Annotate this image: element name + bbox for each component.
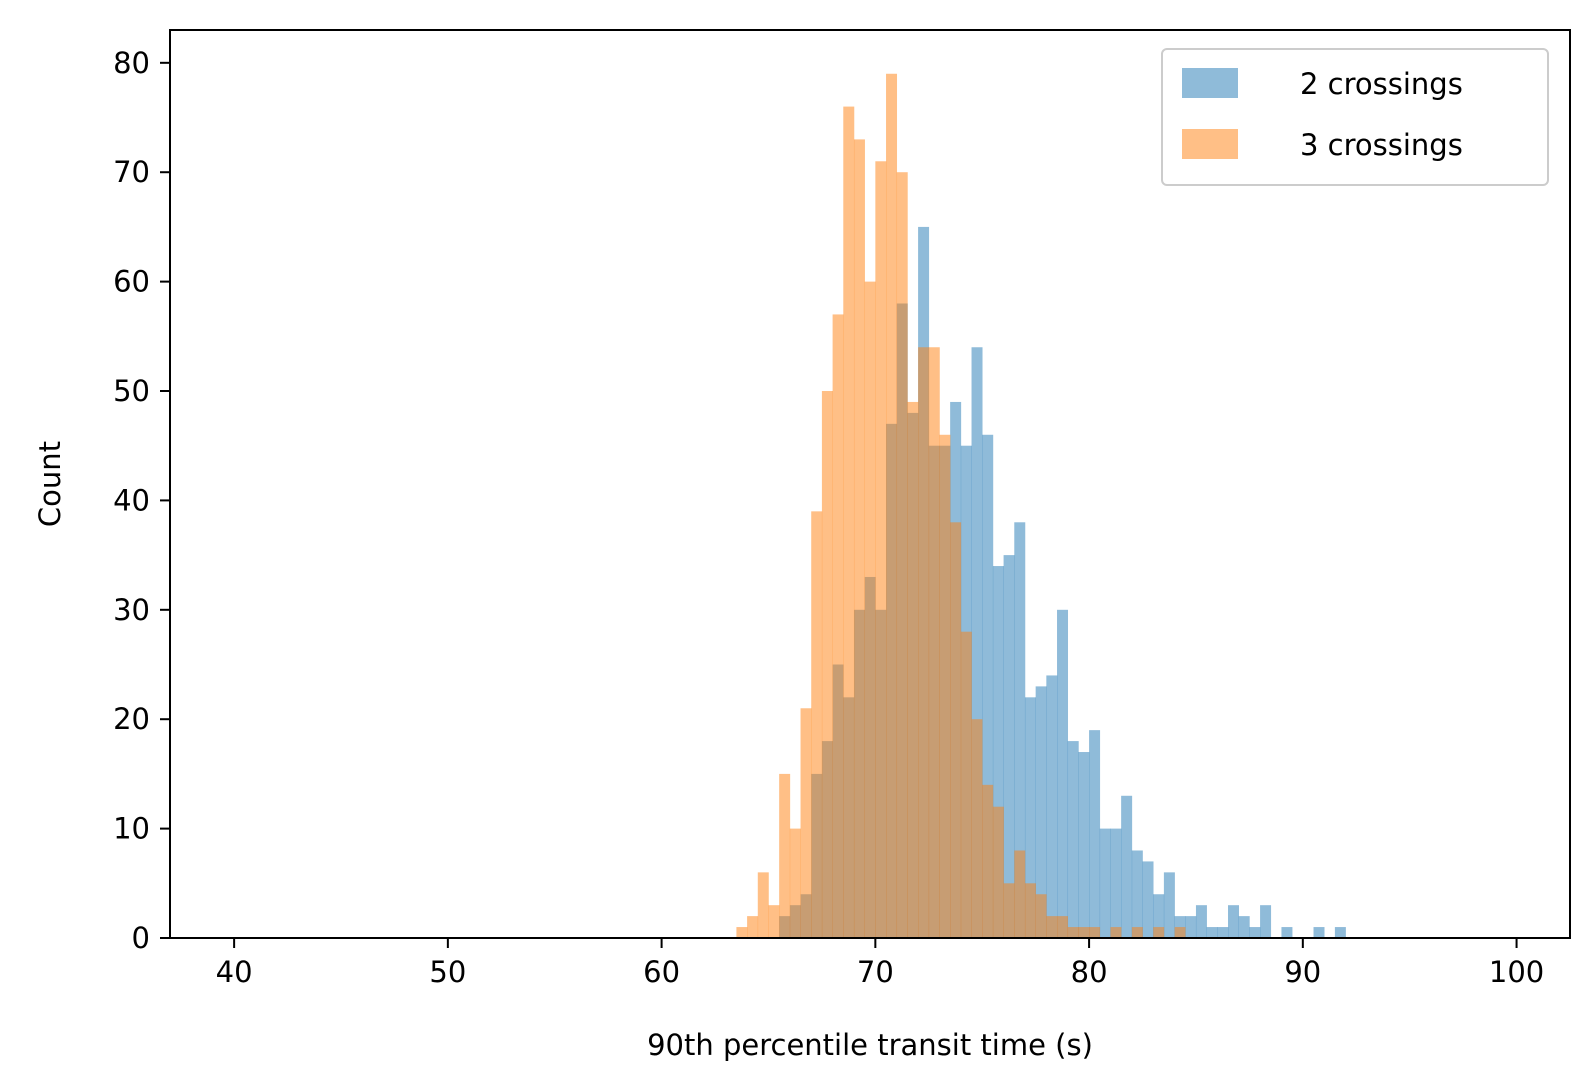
- histogram-bar: [1078, 752, 1090, 938]
- y-tick-label: 60: [113, 265, 150, 299]
- histogram-bar: [1046, 916, 1058, 938]
- histogram-bar: [875, 161, 887, 939]
- histogram-bar: [1249, 927, 1261, 938]
- histogram-bar: [971, 347, 983, 938]
- histogram-bar: [747, 916, 759, 938]
- histogram-bar: [1195, 905, 1207, 938]
- histogram-bar: [950, 522, 962, 938]
- histogram-bar: [1142, 861, 1154, 938]
- histogram-bar: [907, 401, 919, 939]
- histogram-bar: [896, 172, 908, 939]
- histogram-bar: [1003, 555, 1015, 938]
- histogram-bar: [1067, 741, 1079, 938]
- histogram-bar: [1046, 675, 1058, 938]
- histogram-bar: [1153, 894, 1165, 938]
- y-tick-label: 70: [113, 155, 150, 189]
- histogram-bar: [768, 905, 780, 938]
- histogram-bar: [1014, 522, 1026, 938]
- histogram-bar: [1110, 927, 1122, 938]
- histogram-bar: [1089, 927, 1101, 938]
- histogram-bar: [1281, 927, 1293, 938]
- histogram-bar: [982, 784, 994, 938]
- histogram-bar: [821, 391, 833, 938]
- histogram-bar: [886, 73, 898, 938]
- x-tick-label: 70: [857, 955, 894, 989]
- histogram-bar: [960, 631, 972, 938]
- histogram-bar: [1260, 905, 1272, 938]
- histogram-bar: [1163, 872, 1175, 938]
- y-tick-label: 30: [113, 593, 150, 627]
- series-3-crossings: [736, 73, 1186, 939]
- y-tick-label: 50: [113, 374, 150, 408]
- histogram-bar: [971, 719, 983, 938]
- x-tick-label: 100: [1489, 955, 1544, 989]
- y-axis-label: Count: [33, 441, 67, 527]
- histogram-bar: [1057, 609, 1069, 938]
- histogram-bar: [757, 872, 769, 938]
- histogram-bar: [864, 281, 876, 938]
- histogram-bar: [843, 106, 855, 939]
- x-tick-label: 90: [1284, 955, 1321, 989]
- x-tick-label: 50: [429, 955, 466, 989]
- legend: 2 crossings 3 crossings: [1161, 48, 1549, 186]
- histogram-bar: [1099, 828, 1111, 938]
- histogram-bar: [1131, 927, 1143, 938]
- histogram-bar: [982, 434, 994, 938]
- histogram-bar: [1067, 927, 1079, 938]
- histogram-bar: [811, 511, 823, 938]
- x-tick-label: 40: [216, 955, 253, 989]
- histogram-bar: [1089, 730, 1101, 938]
- y-tick-label: 10: [113, 812, 150, 846]
- histogram-bar: [1313, 927, 1325, 938]
- histogram-bar: [1153, 927, 1165, 938]
- histogram-bar: [1121, 795, 1133, 938]
- y-tick-label: 20: [113, 702, 150, 736]
- histogram-bar: [1024, 697, 1036, 938]
- plot-frame: [169, 29, 1571, 939]
- histogram-bar: [992, 566, 1004, 938]
- histogram-bar: [1228, 905, 1240, 938]
- x-tick-label: 80: [1071, 955, 1108, 989]
- histogram-bar: [1217, 927, 1229, 938]
- histogram-bar: [992, 806, 1004, 938]
- histogram-bar: [779, 773, 791, 938]
- histogram-bar: [789, 828, 801, 938]
- histogram-bar: [1078, 927, 1090, 938]
- y-tick-label: 0: [132, 921, 150, 955]
- histogram-bar: [1110, 828, 1122, 938]
- histogram-bar: [1024, 883, 1036, 938]
- histogram-bar: [853, 139, 865, 938]
- histogram-bar: [1035, 686, 1047, 938]
- legend-swatch-2-crossings: [1182, 68, 1238, 98]
- y-tick-label: 40: [113, 483, 150, 517]
- histogram-bar: [832, 314, 844, 939]
- legend-label-3-crossings: 3 crossings: [1300, 128, 1463, 162]
- histogram-bar: [800, 708, 812, 938]
- histogram-bar: [1185, 916, 1197, 938]
- histogram-bar: [1131, 850, 1143, 938]
- histogram-bar: [736, 927, 748, 938]
- histogram-bar: [928, 347, 940, 938]
- x-axis-ticks: 40 50 60 70 80 90 100: [216, 938, 1544, 989]
- histogram-bar: [1014, 850, 1026, 938]
- histogram-bar: [939, 434, 951, 938]
- histogram-bar: [1334, 927, 1346, 938]
- histogram-bar: [1174, 927, 1186, 938]
- legend-swatch-3-crossings: [1182, 129, 1238, 159]
- histogram-bar: [1206, 927, 1218, 938]
- histogram-bar: [1003, 883, 1015, 938]
- histogram-bar: [918, 347, 930, 938]
- legend-label-2-crossings: 2 crossings: [1300, 67, 1463, 101]
- histogram-bar: [1238, 916, 1250, 938]
- bars-layer: [736, 73, 1346, 939]
- x-tick-label: 60: [643, 955, 680, 989]
- histogram-bar: [1035, 894, 1047, 938]
- legend-box: [1161, 48, 1549, 186]
- histogram-bar: [1057, 916, 1069, 938]
- y-axis-ticks: 0 10 20 30 40 50 60 70 80: [113, 46, 170, 955]
- y-tick-label: 80: [113, 46, 150, 80]
- x-axis-label: 90th percentile transit time (s): [647, 1028, 1093, 1062]
